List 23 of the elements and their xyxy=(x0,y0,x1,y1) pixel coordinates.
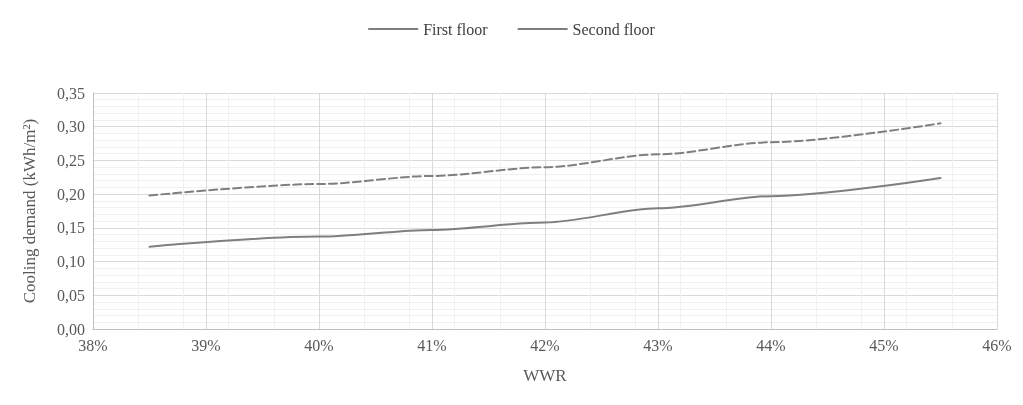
y-axis-title: Cooling demand (kWh/m²) xyxy=(20,118,39,304)
y-tick-label: 0,30 xyxy=(57,118,85,136)
legend-label: First floor xyxy=(423,20,489,38)
x-tick-label: 38% xyxy=(78,336,108,354)
x-tick-label: 41% xyxy=(417,336,447,354)
y-tick-label: 0,05 xyxy=(57,286,85,304)
line-series xyxy=(148,122,942,197)
y-tick-label: 0,25 xyxy=(57,151,85,169)
y-tick-label: 0,20 xyxy=(57,185,85,203)
line-series xyxy=(148,176,942,248)
x-tick-label: 44% xyxy=(756,336,786,354)
x-tick-label: 45% xyxy=(869,336,899,354)
x-axis-title: WWR xyxy=(523,366,568,385)
legend-label: Second floor xyxy=(572,20,656,38)
x-tick-label: 39% xyxy=(191,336,221,354)
x-tick-label: 40% xyxy=(304,336,334,354)
y-tick-label: 0,10 xyxy=(57,253,85,271)
x-tick-label: 43% xyxy=(643,336,673,354)
x-tick-label: 42% xyxy=(530,336,560,354)
y-tick-label: 0,00 xyxy=(57,320,85,338)
x-tick-label: 46% xyxy=(982,336,1012,354)
y-tick-label: 0,35 xyxy=(57,84,85,102)
y-tick-label: 0,15 xyxy=(57,219,85,237)
